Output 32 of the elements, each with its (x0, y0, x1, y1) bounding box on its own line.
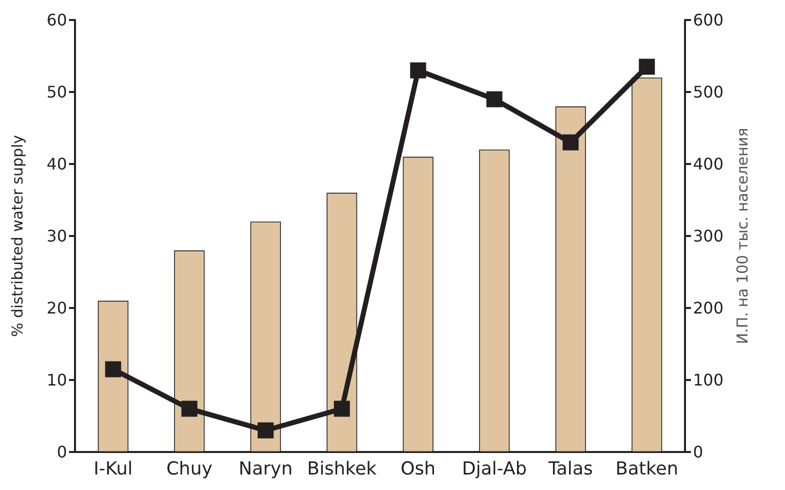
y2-tick-label: 500 (693, 82, 724, 102)
x-tick-label: Batken (616, 458, 678, 480)
x-tick-label: Naryn (238, 458, 293, 480)
y-axis-title: % distributed water supply (8, 134, 26, 338)
y2-tick-label: 200 (693, 298, 724, 318)
y2-tick-label: 300 (693, 226, 724, 246)
point (105, 361, 122, 378)
y2-tick-label: 400 (693, 154, 724, 174)
point (334, 400, 350, 417)
y-tick-label: 20 (46, 298, 67, 318)
y-tick-label: 10 (46, 370, 67, 390)
point (258, 422, 274, 438)
point (410, 62, 426, 78)
y2-tick-label: 600 (693, 10, 724, 30)
point (638, 58, 655, 75)
point (181, 400, 198, 417)
y-tick-label: 40 (46, 154, 67, 174)
x-tick-label: Osh (400, 458, 436, 480)
y-tick-label: 60 (46, 10, 67, 30)
point (486, 91, 502, 108)
y-tick-label: 50 (46, 82, 67, 102)
y-tick-label: 30 (46, 226, 67, 246)
y2-axis-title: И.П. на 100 тыс. населения (734, 128, 752, 344)
y-tick-label: 0 (56, 442, 67, 462)
x-tick-label: Bishkek (307, 458, 378, 480)
x-tick-label: I-Kul (94, 458, 133, 480)
point (562, 134, 579, 150)
x-tick-label: Djal-Ab (462, 458, 527, 480)
x-tick-label: Talas (547, 458, 593, 480)
x-tick-label: Chuy (166, 458, 213, 480)
y2-tick-label: 0 (693, 442, 704, 462)
y2-tick-label: 100 (693, 370, 724, 390)
